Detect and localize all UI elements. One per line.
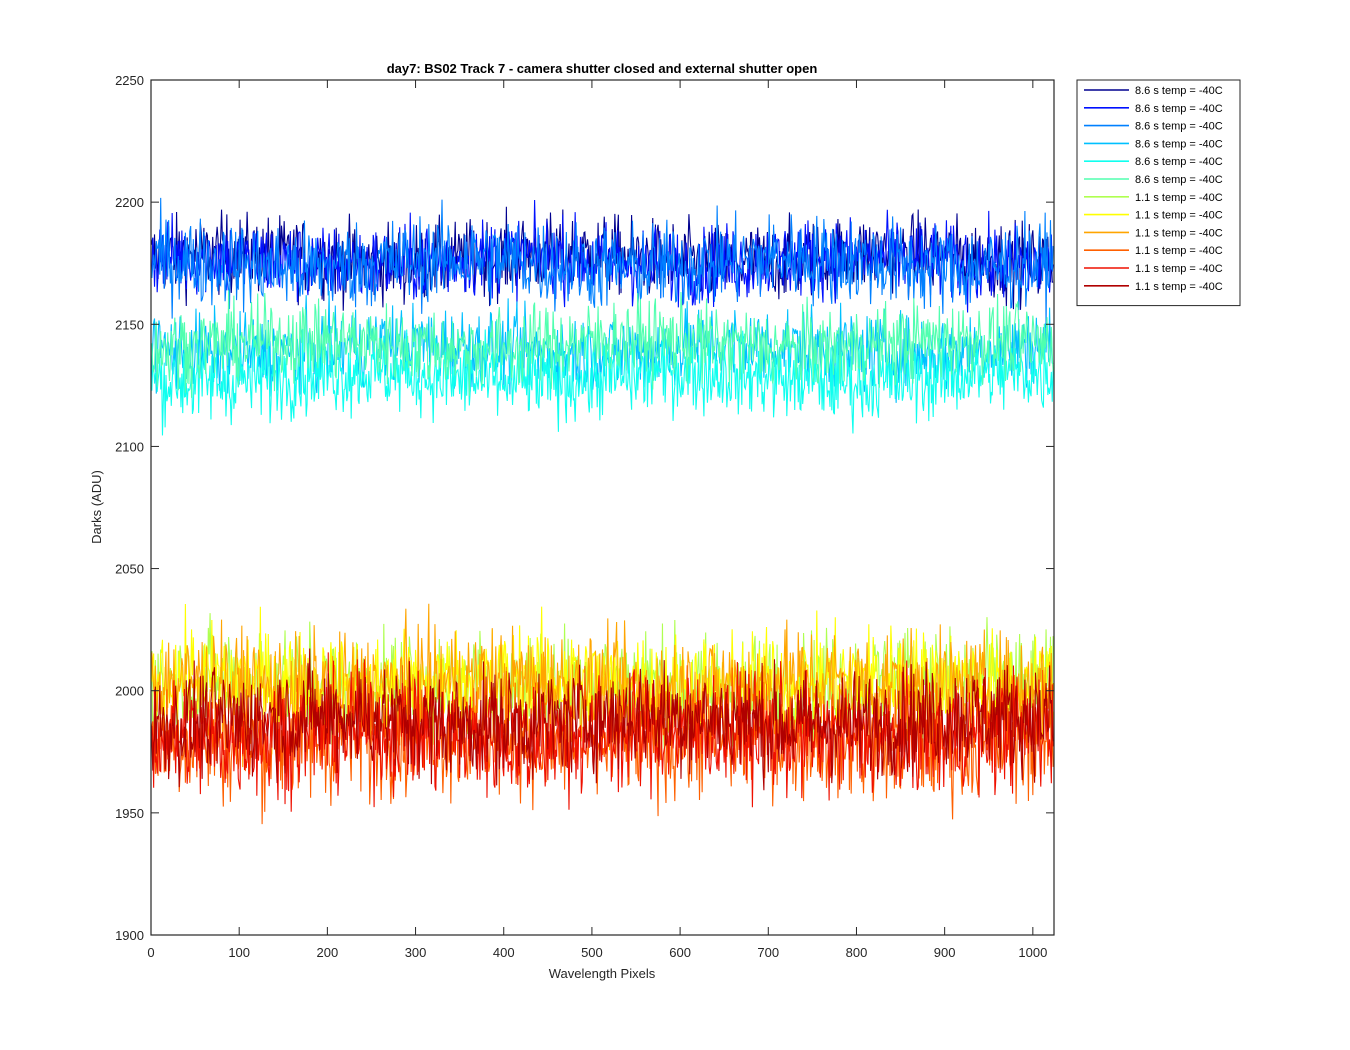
legend-entry-label: 1.1 s temp = -40C [1135,263,1223,275]
y-tick-label: 1950 [115,806,144,821]
y-tick-label: 2200 [115,195,144,210]
y-tick-label: 2100 [115,439,144,454]
legend-entry-label: 8.6 s temp = -40C [1135,138,1223,150]
x-tick-label: 500 [581,945,603,960]
y-tick-label: 2250 [115,73,144,88]
x-tick-label: 0 [147,945,154,960]
legend-entry-label: 1.1 s temp = -40C [1135,227,1223,239]
series-line-6 [150,290,1054,398]
x-tick-label: 400 [493,945,515,960]
ticks-layer: 0 100 200 300 400 500 600 700 800 900 1000 1900 1950… [115,73,1054,960]
series-line-3 [150,197,1054,329]
x-axis-label: Wavelength Pixels [549,966,656,981]
plot-area [151,80,1054,935]
legend-entry-label: 8.6 s temp = -40C [1135,174,1223,186]
y-tick-label: 2000 [115,684,144,699]
legend: 8.6 s temp = -40C 8.6 s temp = -40C 8.6 s … [1076,79,1241,307]
y-axis-label: Darks (ADU) [89,470,104,544]
legend-entry-label: 1.1 s temp = -40C [1135,245,1223,257]
plot-frame [150,79,1055,936]
series-line-5 [150,328,1054,436]
x-tick-label: 100 [228,945,250,960]
legend-entry-label: 1.1 s temp = -40C [1135,210,1223,222]
series-layer [150,197,1054,825]
x-tick-label: 200 [317,945,339,960]
series-line-12 [150,648,1054,791]
legend-entry-label: 8.6 s temp = -40C [1135,121,1223,133]
x-tick-label: 700 [757,945,779,960]
x-tick-label: 900 [934,945,956,960]
x-tick-label: 300 [405,945,427,960]
legend-entry-label: 8.6 s temp = -40C [1135,85,1223,97]
series-line-4 [150,290,1054,405]
x-tick-label: 800 [846,945,868,960]
y-tick-label: 1900 [115,928,144,943]
legend-entry-label: 1.1 s temp = -40C [1135,192,1223,204]
x-tick-label: 1000 [1018,945,1047,960]
y-tick-label: 2150 [115,317,144,332]
chart-title: day7: BS02 Track 7 - camera shutter clos… [387,61,818,76]
x-tick-label: 600 [669,945,691,960]
legend-entry-label: 8.6 s temp = -40C [1135,156,1223,168]
legend-entry-label: 8.6 s temp = -40C [1135,103,1223,115]
legend-entry-label: 1.1 s temp = -40C [1135,281,1223,293]
y-tick-label: 2050 [115,562,144,577]
